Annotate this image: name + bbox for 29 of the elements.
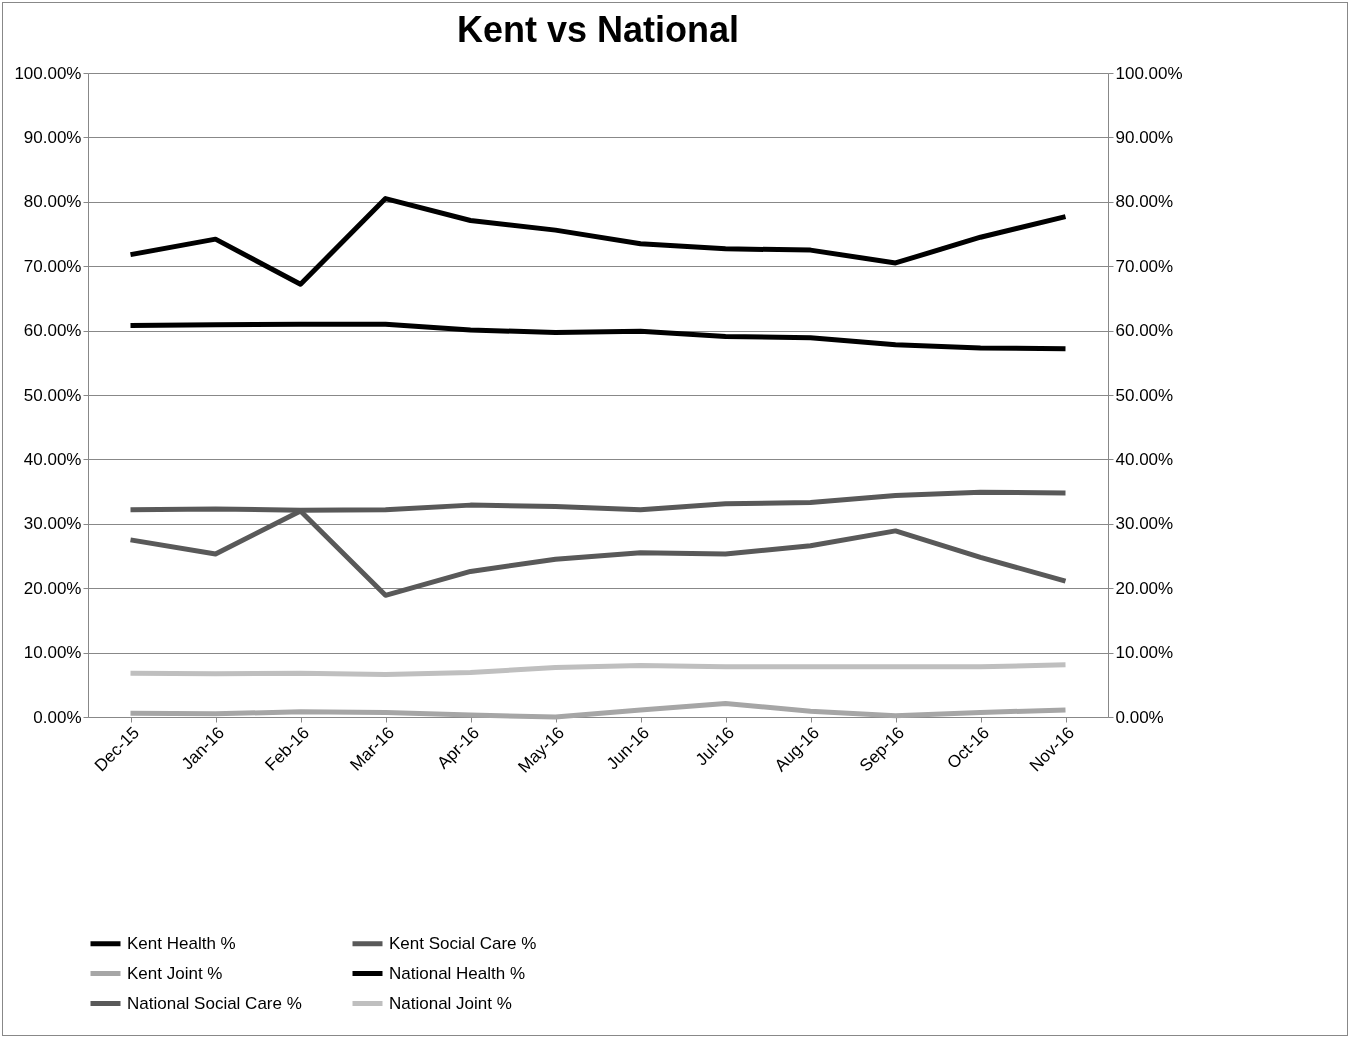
- y2-tick-label: 20.00%: [1115, 578, 1174, 598]
- y-tick-label: 60.00%: [23, 321, 82, 341]
- y-tick-label: 50.00%: [23, 385, 82, 405]
- y2-tick-label: 100.00%: [1115, 63, 1183, 83]
- y2-tick-label: 30.00%: [1115, 514, 1174, 534]
- y-tick-label: 20.00%: [23, 578, 82, 598]
- y2-tick-label: 10.00%: [1115, 643, 1174, 663]
- y2-tick-label: 50.00%: [1115, 385, 1174, 405]
- y-tick-label: 10.00%: [23, 643, 82, 663]
- y2-tick-label: 70.00%: [1115, 256, 1174, 276]
- y-tick-label: 70.00%: [23, 256, 82, 276]
- y-tick-label: 40.00%: [23, 449, 82, 469]
- legend-label: Kent Joint %: [127, 963, 223, 983]
- legend-label: National Social Care %: [127, 993, 302, 1013]
- y2-tick-label: 40.00%: [1115, 449, 1174, 469]
- legend-label: Kent Social Care %: [389, 933, 537, 953]
- y2-tick-label: 90.00%: [1115, 127, 1174, 147]
- y2-tick-label: 80.00%: [1115, 192, 1174, 212]
- y-tick-label: 90.00%: [23, 127, 82, 147]
- y-tick-label: 30.00%: [23, 514, 82, 534]
- y-tick-label: 80.00%: [23, 192, 82, 212]
- legend-label: National Joint %: [389, 993, 512, 1013]
- y2-tick-label: 60.00%: [1115, 321, 1174, 341]
- legend-label: National Health %: [389, 963, 526, 983]
- y-tick-label: 100.00%: [14, 63, 82, 83]
- y2-tick-label: 0.00%: [1115, 707, 1164, 727]
- y-tick-label: 0.00%: [33, 707, 82, 727]
- legend-label: Kent Health %: [127, 933, 236, 953]
- chart-title: Kent vs National: [456, 9, 740, 50]
